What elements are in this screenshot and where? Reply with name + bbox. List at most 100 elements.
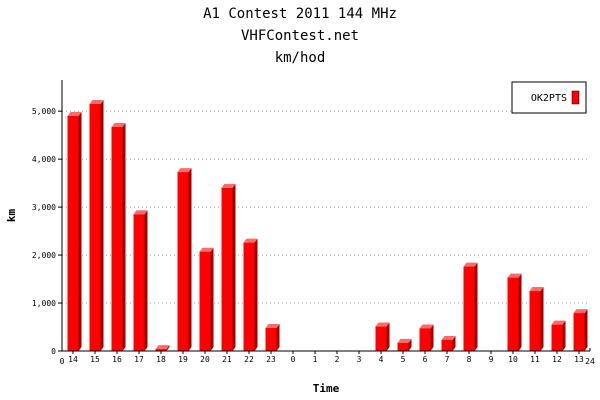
bar-side xyxy=(210,247,214,351)
bar-side xyxy=(518,273,522,351)
legend: OK2PTS xyxy=(511,81,587,114)
bar-top xyxy=(221,183,236,188)
chart-subtitle-unit: km/hod xyxy=(274,50,326,66)
x-tick-label: 15 xyxy=(90,355,100,364)
bar-top xyxy=(441,335,456,340)
y-tick-label: 0 xyxy=(51,347,56,356)
x-tick-label: 4 xyxy=(379,355,384,364)
x-tick-label: 23 xyxy=(266,355,276,364)
x-edge-label: 24 xyxy=(585,357,595,366)
axes-group xyxy=(58,80,591,354)
chart-subtitle: VHFContest.net xyxy=(240,28,359,44)
x-tick-label: 13 xyxy=(574,355,584,364)
bar xyxy=(89,103,101,351)
chart-title: A1 Contest 2011 144 MHz xyxy=(203,6,397,22)
bar-top xyxy=(419,324,434,329)
x-tick-labels: 14 15 16 17 18 19 20 21 22 23 0 1 2 3 4 5 6 7 8 9 10 11 12 130 2… xyxy=(60,355,595,366)
x-tick-label: 21 xyxy=(222,355,232,364)
x-tick-label: 10 xyxy=(508,355,518,364)
bar-side xyxy=(188,168,192,351)
bar xyxy=(375,326,387,351)
bar-top xyxy=(177,168,192,173)
bars-group xyxy=(67,99,588,351)
bar xyxy=(265,327,277,351)
bar xyxy=(419,328,431,351)
x-tick-label: 0 xyxy=(291,355,296,364)
bar xyxy=(529,291,541,351)
bar-top xyxy=(67,111,82,116)
bar-top xyxy=(551,320,566,325)
bar-side xyxy=(430,324,434,351)
bar-top xyxy=(111,123,126,128)
bar xyxy=(551,324,563,351)
bar-side xyxy=(584,309,588,351)
bar-top xyxy=(375,322,390,327)
bar-side xyxy=(452,335,456,351)
bar xyxy=(221,187,233,351)
bar xyxy=(111,127,123,351)
bar-top xyxy=(463,262,478,267)
bar xyxy=(177,172,189,351)
bar-top xyxy=(573,309,588,314)
x-tick-label: 11 xyxy=(530,355,540,364)
bar-side xyxy=(540,287,544,351)
x-tick-label: 9 xyxy=(489,355,494,364)
y-tick-label: 3,000 xyxy=(32,203,56,212)
x-tick-label: 12 xyxy=(552,355,562,364)
x-tick-label: 7 xyxy=(445,355,450,364)
bar xyxy=(67,115,79,351)
bar xyxy=(155,349,167,351)
legend-label: OK2PTS xyxy=(531,93,567,104)
bar-top xyxy=(155,345,170,350)
bar-side xyxy=(144,210,148,351)
y-axis-label: km xyxy=(5,209,18,223)
bar-side xyxy=(166,345,170,351)
bar-side xyxy=(474,262,478,351)
bar-top xyxy=(133,210,148,215)
y-tick-labels: 0 1,000 2,000 3,000 4,000 5,000 xyxy=(32,107,56,356)
x-axis-label: Time xyxy=(313,382,340,395)
grid-lines xyxy=(62,110,590,304)
bar-top xyxy=(397,338,412,343)
y-tick-label: 4,000 xyxy=(32,155,56,164)
x-tick-label: 8 xyxy=(467,355,472,364)
x-tick-label: 3 xyxy=(357,355,362,364)
bar xyxy=(441,339,453,351)
bar-side xyxy=(562,320,566,351)
x-tick-label: 6 xyxy=(423,355,428,364)
x-edge-label: 0 xyxy=(60,357,65,366)
y-tick-label: 2,000 xyxy=(32,251,56,260)
bar-top xyxy=(243,238,258,243)
y-tick-label: 1,000 xyxy=(32,299,56,308)
bar-side xyxy=(408,338,412,351)
bar-top xyxy=(529,287,544,292)
bar-side xyxy=(276,323,280,351)
bar xyxy=(507,277,519,351)
x-tick-label: 1 xyxy=(313,355,318,364)
x-tick-label: 16 xyxy=(112,355,122,364)
bar-top xyxy=(265,323,280,328)
bar-top xyxy=(89,99,104,104)
bar xyxy=(463,266,475,351)
bar xyxy=(573,313,585,351)
bar-side xyxy=(386,322,390,351)
bar xyxy=(397,342,409,351)
bar-side xyxy=(254,238,258,351)
bar-side xyxy=(232,183,236,351)
x-tick-label: 14 xyxy=(68,355,78,364)
bar xyxy=(243,242,255,351)
x-tick-label: 18 xyxy=(156,355,166,364)
x-tick-label: 20 xyxy=(200,355,210,364)
bar-side xyxy=(100,99,104,351)
bar xyxy=(133,214,145,351)
x-tick-label: 2 xyxy=(335,355,340,364)
bar xyxy=(199,251,211,351)
bar-side xyxy=(122,123,126,351)
bar-side xyxy=(78,111,82,351)
x-tick-label: 19 xyxy=(178,355,188,364)
x-tick-label: 22 xyxy=(244,355,254,364)
x-tick-label: 17 xyxy=(134,355,144,364)
bar-top xyxy=(507,273,522,278)
legend-swatch xyxy=(571,90,580,105)
